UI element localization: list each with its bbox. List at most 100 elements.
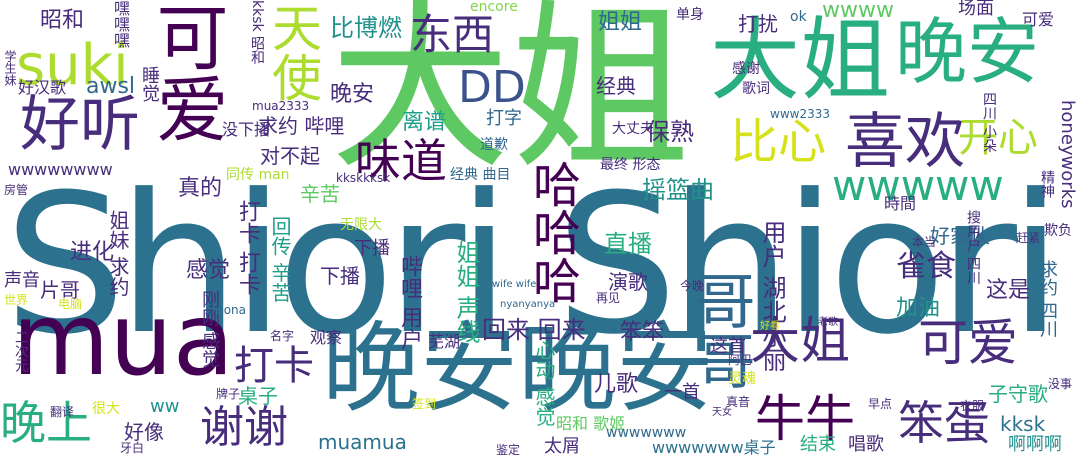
word-mua2333: mua2333 — [252, 99, 310, 113]
word-ling-hun: 灵魂 — [728, 371, 756, 387]
word-da-ka-da-ka: 打卡 打卡 — [235, 200, 260, 295]
word-kkskkksk: kkskkksk — [336, 171, 391, 185]
word-dao-qian: 道歉 — [480, 137, 508, 153]
word-jie-mei-qiu-yue: 姐妹 求约 — [106, 210, 130, 297]
word-zhen-de: 真的 — [178, 176, 223, 201]
word-jing-dian-qu-mu: 经典 曲目 — [450, 167, 511, 183]
word-tian-nv: 天女 — [712, 407, 732, 418]
word-mona: mona — [212, 303, 246, 317]
word-jin-hua: 进化 — [70, 240, 115, 265]
word-jian-ding: 鉴定 — [496, 443, 521, 457]
word-shui-jiao: 睡觉 — [139, 66, 160, 102]
word-gan-jue: 感觉 — [186, 258, 231, 283]
word-a-ba: 阿巴 — [728, 353, 753, 367]
word-zui-zhong: 最终 形态 — [600, 157, 661, 173]
word-chang-mian: 场面 — [958, 0, 994, 19]
word-fan-yi: 翻译 — [50, 405, 75, 419]
word-shi-jian: 時間 — [884, 194, 917, 213]
word-qiu-yue-bili: 求约 哔哩 — [258, 114, 345, 138]
word-xia-bo-small: 下播 — [320, 264, 360, 288]
word-jing-dian: 经典 — [596, 74, 636, 98]
word-zhuo-zi: 桌子 — [238, 384, 278, 408]
word-jing-shen: 精神 — [1039, 170, 1055, 198]
word-wan-an-wan-an: 晚安晚安 — [322, 312, 715, 426]
word-mei-shi: 没事 — [1048, 377, 1073, 391]
word-ge-ge: 哥哥 — [685, 270, 755, 390]
word-jia-you: 加油 — [896, 296, 941, 321]
word-bili-yonghu: 哔哩 用户 — [397, 255, 422, 350]
word-da-ka: 打卡 — [234, 343, 314, 389]
word-yao-lan-qu: 摇篮曲 — [642, 176, 714, 204]
word-zai-jian: 再见 — [596, 291, 621, 305]
word-pai-zi: 牌子 — [216, 387, 241, 401]
word-da-rao: 打扰 — [738, 12, 778, 36]
word-wwwwwww-bottom: wwwwwww — [606, 425, 687, 441]
word-mei-xia-bo: 没下播 — [222, 120, 271, 139]
word-yong-hu-hubei: 用户 湖北小丽 — [758, 220, 786, 372]
word-wife-wife: wife wife — [492, 279, 537, 290]
word-wwwwwwww-left: wwwwwwww — [8, 160, 113, 179]
word-nyanyanya: nyanyanya — [500, 299, 556, 310]
word-pian-ge: 片哥 — [40, 278, 80, 302]
word-tian-shi: 天使 — [264, 2, 322, 102]
word-ben-dang: 本当 — [912, 235, 937, 249]
word-ben-ben: 笨笨 — [620, 320, 665, 345]
word-jin-wan: 今晚 — [680, 279, 705, 293]
word-qi-fu: 欺负 — [1044, 223, 1072, 239]
word-encore: encore — [470, 0, 518, 15]
word-wei-dao: 味道 — [355, 134, 447, 188]
word-ww-small: ww — [150, 396, 180, 417]
word-shi-jie: 世界 — [4, 293, 29, 307]
word-a-a-a: 啊啊啊 — [1008, 434, 1062, 455]
word-hui-lai: 回来 回来 — [482, 316, 586, 344]
word-zhao-he-tl: 昭和 — [40, 8, 85, 33]
word-li-qing: 离谱 — [402, 110, 447, 135]
word-shiori: Shiori Shiori — [4, 154, 1062, 377]
word-wan-an-small: 晚安 — [330, 82, 375, 107]
word-yan-ge: 演歌 — [608, 270, 648, 294]
word-lao-ge: 老歌 — [818, 317, 838, 328]
word-xin-dong: 心动 感觉 — [532, 340, 556, 427]
word-wan-shang: 晚上 — [0, 396, 92, 450]
word-bao-shu: 保熟 — [646, 118, 694, 146]
word-wwwwwww-zhuo-zi: wwwwwww桌子 — [652, 438, 776, 457]
word-hao-ting: 好听 — [20, 90, 140, 160]
word-zao-dian: 早点 — [868, 397, 893, 411]
word-ke-ai-vertical: 可爱 — [144, 0, 228, 144]
word-ke-ai-top: 可爱 — [1022, 10, 1055, 29]
word-wu-hu: 芜湖 — [428, 332, 461, 351]
word-hui-chuan: 回传 辛苦 — [268, 216, 292, 303]
word-zhao-he-ge-ji: 昭和 歌姬 — [556, 414, 626, 433]
word-xin-ku: 辛苦 — [300, 182, 340, 206]
word-bi-bo-ran: 比博燃 — [330, 14, 402, 42]
word-muamua: muamua — [318, 430, 407, 454]
word-que-shi: 雀食 — [896, 249, 956, 284]
word-da-jie-low: 大姐 — [750, 312, 850, 370]
word-fang-guan: 房管 — [4, 183, 29, 197]
word-wwww-top: wwww — [822, 0, 894, 23]
word-wan-an-top-right: 晚安 — [895, 10, 1040, 94]
word-tai-wu: 太屑 — [544, 436, 580, 457]
word-sou-suo-yonghu: 搜用户 四川 — [965, 210, 981, 285]
word-ke-ai-low: 可爱 — [918, 314, 1018, 372]
word-kksk-zhao-he: kksk 昭和 — [249, 0, 265, 65]
word-qiu-yue-siyan: 求约 四川 — [1037, 260, 1058, 338]
word-zi-shou-ge: 子守歌 — [988, 382, 1048, 406]
word-niu-niu: 牛牛 — [755, 390, 855, 448]
word-yi-shou: 一首 — [664, 382, 700, 403]
word-xue-sheng: 学生妹 — [3, 50, 17, 86]
word-xia-bo-mid: 下播 — [354, 238, 390, 259]
word-ge-ci: 歌词 — [742, 81, 770, 97]
word-ming-zi: 名字 — [270, 329, 295, 343]
word-ya-bai: 牙白 — [120, 441, 145, 455]
word-yi-fu: 衣服 — [960, 399, 985, 413]
word-sheng-yin: 声音 — [4, 270, 40, 291]
word-zhe-shi: 这是 — [986, 278, 1031, 303]
word-ha-ha-ha: 哈哈哈 — [524, 160, 580, 304]
word-dian-nao: 电脑 — [58, 297, 83, 311]
word-bi-xin: 比心 — [730, 114, 827, 170]
word-da-jie-big: 大姐 — [330, 0, 691, 194]
word-xi-huan: 喜欢 — [845, 107, 965, 177]
word-er-ge: 儿歌 — [594, 372, 639, 397]
